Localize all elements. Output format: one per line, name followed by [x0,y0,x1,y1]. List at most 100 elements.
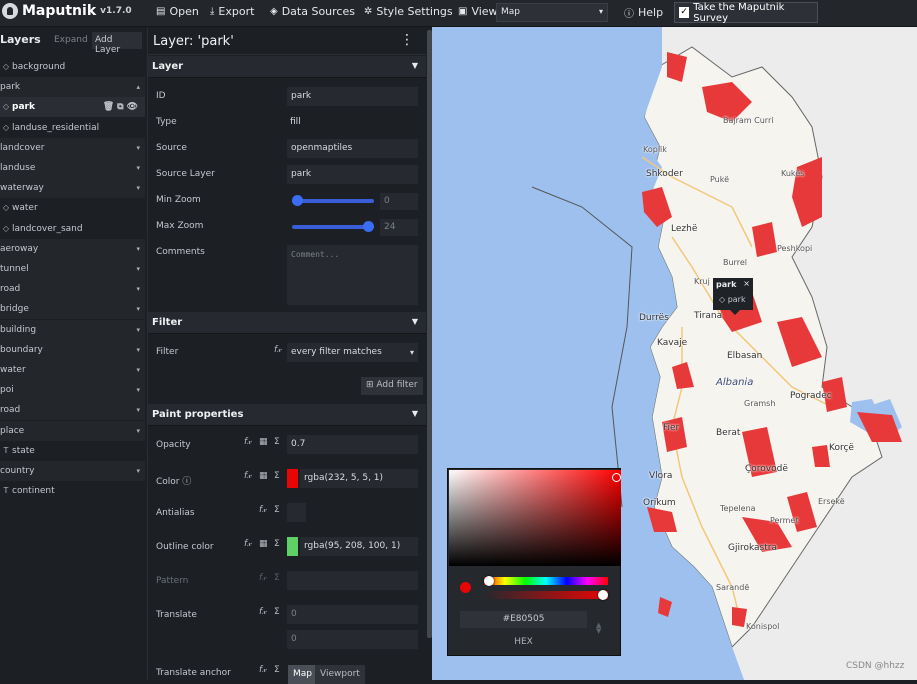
expression-sigma-icon[interactable]: Σ [274,437,280,447]
function-icon[interactable]: f𝓍 [259,607,267,617]
chevron-icon[interactable]: ▾ [136,244,140,253]
layer-row[interactable]: ◇ landuse_residential [0,118,145,138]
layer-group-row[interactable]: landcover ▾ [0,137,145,158]
layer-row[interactable]: ◇ landcover_sand [0,219,145,239]
function-icon[interactable]: f𝓍 [244,539,252,549]
outline-color-swatch[interactable] [287,537,298,556]
editor-scrollbar[interactable] [427,27,432,680]
max-zoom-slider[interactable] [292,221,374,232]
chevron-icon[interactable]: ▾ [136,366,140,374]
style-settings-button[interactable]: ✲ Style Settings [364,5,453,18]
add-filter-button[interactable]: ⊞ Add filter [361,377,423,395]
chevron-icon[interactable]: ▴ [136,83,140,92]
max-zoom-slider-knob[interactable] [363,221,374,232]
chevron-icon[interactable]: ▾ [136,184,140,193]
data-driven-icon[interactable]: ▦ [259,471,268,481]
layer-group-row[interactable]: road ▾ [0,400,145,421]
translate-x-input[interactable]: 0 [287,605,418,624]
anchor-viewport-button[interactable]: Viewport [315,665,365,684]
alpha-slider[interactable] [484,590,608,600]
survey-button[interactable]: ✓ Take the Maputnik Survey [674,2,818,24]
map-view[interactable]: Bajram Curri Koplik Shkoder Pukë Kukës Lezhë P… [432,27,917,680]
more-vertical-icon[interactable]: ⋮ [400,32,414,48]
opacity-input[interactable]: 0.7 [287,435,418,454]
layer-group-row[interactable]: poi ▾ [0,380,145,401]
app-logo[interactable]: Maputnik v1.7.0 [2,3,132,19]
layer-group-row[interactable]: landuse ▾ [0,158,145,178]
max-zoom-input[interactable]: 24 [380,219,418,236]
scrollbar-thumb[interactable] [427,30,432,638]
paint-section-header[interactable]: Paint properties ▼ [148,404,426,426]
expression-sigma-icon[interactable]: Σ [274,665,280,675]
expression-sigma-icon[interactable]: Σ [274,505,280,515]
function-icon[interactable]: f𝓍 [244,437,252,447]
layer-group-row[interactable]: building ▾ [0,319,145,340]
view-select[interactable]: Map ▾ [496,3,608,22]
add-layer-button[interactable]: Add Layer [92,32,142,55]
chevron-icon[interactable]: ▾ [136,426,140,435]
layer-row[interactable]: ◇ water [0,198,145,218]
data-sources-button[interactable]: ◈ Data Sources [270,5,355,18]
chevron-icon[interactable]: ▾ [136,305,140,314]
layer-group-row[interactable]: road ▾ [0,279,145,300]
layer-group-row[interactable]: tunnel ▾ [0,259,145,279]
antialias-checkbox[interactable] [287,503,306,522]
layer-group-row[interactable]: aeroway ▾ [0,238,145,259]
source-input[interactable]: openmaptiles [287,139,418,158]
function-icon[interactable]: f𝓍 [259,505,267,515]
anchor-map-button[interactable]: Map [288,665,317,684]
layer-group-row[interactable]: bridge ▾ [0,299,145,320]
color-input[interactable]: rgba(232, 5, 5, 1) [300,469,418,488]
expand-button[interactable]: Expand [54,35,88,45]
chevron-icon[interactable]: ▾ [136,143,140,152]
chevron-icon[interactable]: ▾ [136,406,140,415]
open-button[interactable]: ▤ Open [156,5,199,18]
translate-y-input[interactable]: 0 [287,630,418,649]
help-button[interactable]: ⓘ Help [624,5,663,20]
chevron-icon[interactable]: ▾ [136,164,140,172]
chevron-icon[interactable]: ▾ [136,386,140,395]
comments-textarea[interactable]: Comment... [287,245,418,305]
layer-row[interactable]: ◇ background [0,57,145,77]
function-icon[interactable]: f𝓍 [274,345,282,355]
function-icon[interactable]: f𝓍 [244,471,252,481]
id-input[interactable]: park [287,87,418,106]
close-icon[interactable]: × [743,279,750,288]
filter-select[interactable]: every filter matches ▾ [287,343,418,362]
hue-slider[interactable] [484,576,608,586]
expression-sigma-icon[interactable]: Σ [274,607,280,617]
min-zoom-slider[interactable] [292,195,374,206]
hue-slider-knob[interactable] [484,576,494,586]
source-layer-input[interactable]: park [287,165,418,184]
layer-group-row[interactable]: park ▴ [0,77,145,98]
popup-layer-row[interactable]: ◇ park [719,295,746,304]
chevron-icon[interactable]: ▾ [136,467,140,475]
layer-group-row[interactable]: country ▾ [0,461,145,481]
color-swatch[interactable] [287,469,298,488]
data-driven-icon[interactable]: ▦ [259,539,268,549]
layer-group-row[interactable]: place ▾ [0,420,145,441]
expression-sigma-icon[interactable]: Σ [274,539,280,549]
alpha-slider-knob[interactable] [598,590,608,600]
layer-group-row[interactable]: boundary ▾ [0,339,145,360]
chevron-icon[interactable]: ▾ [136,345,140,354]
hex-input[interactable]: #E80505 [460,611,587,628]
format-toggle-icon[interactable]: ▲ ▼ [596,621,602,635]
chevron-icon[interactable]: ▾ [136,285,140,294]
pattern-input[interactable] [287,571,418,590]
saturation-area[interactable] [449,470,621,566]
chevron-icon[interactable]: ▾ [136,265,140,273]
info-icon[interactable]: ⓘ [182,477,192,487]
data-driven-icon[interactable]: ▦ [259,437,268,447]
saturation-knob[interactable] [612,473,621,482]
chevron-icon[interactable]: ▾ [136,325,140,334]
layer-row[interactable]: ◇ park 🗑⧉👁 [0,97,145,118]
feature-popup[interactable]: park × ◇ park [713,278,753,315]
layer-group-row[interactable]: waterway ▾ [0,178,145,199]
layer-actions-icons[interactable]: 🗑⧉👁 [102,102,141,113]
outline-color-input[interactable]: rgba(95, 208, 100, 1) [300,537,418,556]
min-zoom-input[interactable]: 0 [380,193,418,210]
layer-section-header[interactable]: Layer ▼ [148,56,426,78]
